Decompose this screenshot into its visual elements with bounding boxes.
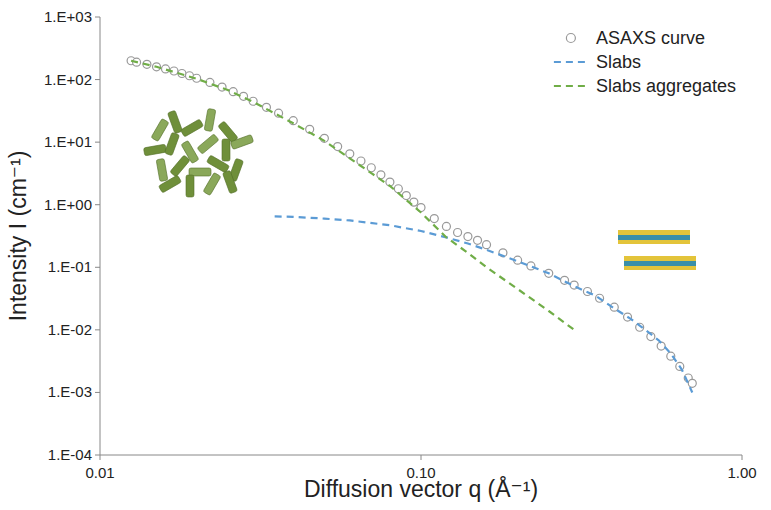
tick-label: 1.00 [727,464,756,481]
tick [100,455,101,460]
data-point [442,222,450,230]
tick [95,455,100,456]
data-point [334,143,342,151]
data-line [131,61,574,330]
tick [95,79,100,80]
tick [95,392,100,393]
rod-icon [203,172,221,195]
data-point [474,236,482,244]
rod-icon [222,170,237,193]
data-point [367,164,375,172]
slab-icon [618,235,690,240]
data-line [275,216,693,392]
legend-symbol [554,61,588,63]
tick-label: 0.01 [85,464,114,481]
legend-label: Slabs [596,52,641,72]
data-point [162,65,170,73]
legend-label: ASAXS curve [596,28,705,48]
tick-label: 1.E-01 [48,258,92,275]
tick-label: 1.E+01 [44,133,92,150]
tick-label: 1.E+02 [44,71,92,88]
data-point [430,215,438,223]
tick [95,142,100,143]
data-point [394,185,402,193]
data-point [454,228,462,236]
y-axis [100,17,101,455]
rod-icon [167,110,182,133]
slab-icon [618,230,690,235]
tick-label: 1.E+03 [44,8,92,25]
tick [95,267,100,268]
rod-icon [180,119,203,137]
rod-icon [230,134,253,149]
tick [421,455,422,460]
rod-icon [151,118,169,141]
slab-icon [624,256,696,261]
tick [95,204,100,205]
data-point [464,233,472,241]
rod-icon [206,155,229,173]
axis-title: Diffusion vector q (Å⁻¹) [304,475,538,502]
data-point [346,150,354,158]
plot-data [127,57,696,393]
tick [742,455,743,460]
chart: 1.E-04 1.E-03 1.E-02 1.E-01 1.E+00 1.E+01 1.E+… [0,0,771,510]
rod-icon [164,132,179,155]
data-point [402,192,410,200]
data-point [377,171,385,179]
tick [95,17,100,18]
axis-title: Intensity I (cm⁻¹) [5,151,31,322]
slab-icon [618,240,690,244]
illustration [143,108,696,270]
rod-icon [170,155,190,177]
rod-icon [158,175,181,193]
data-point [527,262,535,270]
data-point [688,379,696,387]
tick-label: 1.E+00 [44,196,92,213]
rod-icon [156,158,168,181]
rod-icon [197,134,219,154]
tick-label: 1.E-04 [48,446,92,463]
legend: ASAXS curve Slabs Slabs aggregates [554,28,736,96]
tick-label: 1.E-03 [48,383,92,400]
data-point [483,241,491,249]
rod-icon [143,144,166,156]
tick [95,329,100,330]
data-point [357,157,365,165]
rod-icon [204,108,216,131]
rod-icon [222,139,230,161]
rod-icon [186,175,194,197]
legend-symbol [566,34,575,43]
data-point [657,342,665,350]
legend-label: Slabs aggregates [596,76,736,96]
slab-icon [624,266,696,270]
tick-label: 1.E-02 [48,321,92,338]
legend-symbol [554,85,588,87]
slab-icon [624,261,696,266]
